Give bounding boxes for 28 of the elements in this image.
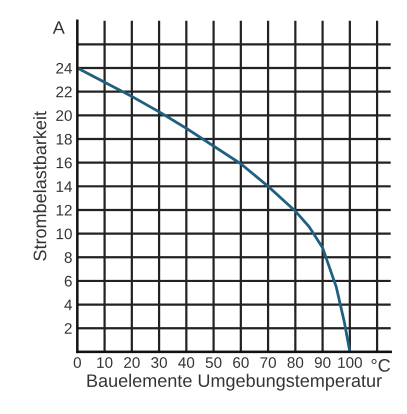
text: °C	[372, 359, 390, 372]
y-tick-label: 10	[56, 228, 72, 240]
x-tick-label: 40	[178, 357, 194, 368]
x-tick-label: 30	[151, 357, 167, 368]
y-axis-title: Strombelastbarkeit	[33, 111, 46, 261]
x-tick-label: 60	[233, 357, 249, 368]
y-tick-label: 24	[56, 62, 72, 74]
y-tick-label: 8	[64, 252, 72, 263]
y-tick-label: 18	[56, 134, 72, 145]
x-tick-label: 80	[288, 357, 304, 368]
y-tick-label: 4	[64, 300, 72, 310]
x-tick-label: 50	[206, 357, 222, 368]
x-tick-label: 20	[124, 357, 140, 368]
y-tick-label: 14	[56, 181, 72, 192]
y-tick-label: 2	[64, 323, 72, 334]
y-tick-label: 6	[64, 276, 72, 287]
x-tick-label: 0	[74, 357, 81, 368]
line-series	[77, 66, 352, 352]
x-tick-label: 10	[97, 357, 112, 368]
y-tick-label: 12	[56, 204, 72, 216]
y-tick-label: 22	[56, 86, 72, 98]
y-tick-label: 20	[56, 110, 72, 122]
y-tick-label: 16	[56, 158, 72, 168]
x-tick-label: 70	[260, 357, 276, 368]
text: A	[52, 21, 65, 34]
x-tick-label: 90	[314, 357, 330, 368]
x-tick-label: 100	[338, 357, 362, 368]
x-axis-title: Bauelemente Umgebungstemperatur	[87, 374, 382, 391]
